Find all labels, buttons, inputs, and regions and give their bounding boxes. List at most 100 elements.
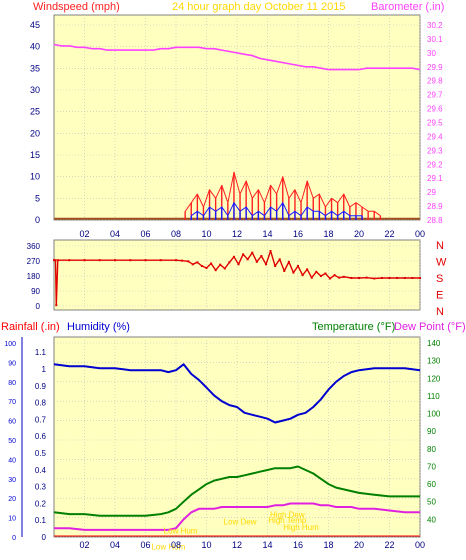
wind-direction-point [53,259,55,262]
baro-tick-29.7: 29.7 [427,91,443,100]
panel3-time-tick-18: 18 [323,540,333,550]
dir-tick-90: 90 [31,287,40,296]
wind-tick-0: 0 [35,215,40,225]
wind-direction-point [237,263,240,266]
wind-direction-point [396,277,399,279]
wind-direction-point [373,277,376,280]
wind-direction-point [338,276,341,279]
wind-tick-30: 30 [30,85,40,95]
baro-tick-29.6: 29.6 [427,105,443,114]
temp-tick-50: 50 [427,498,436,507]
wind-direction-point [274,265,277,267]
panel1-time-tick-10: 10 [201,229,211,239]
panel1-time-tick-22: 22 [384,229,394,239]
compass-label-3: E [436,290,443,302]
baro-tick-29.3: 29.3 [427,146,443,155]
rain-tick-0.1: 0.1 [35,516,47,525]
baro-tick-29.5: 29.5 [427,119,443,128]
wind-direction-point [196,261,199,264]
panel1-time-tick-08: 08 [171,229,181,239]
panel3-time-tick-20: 20 [354,540,364,550]
barometer-axis-title: Barometer (.in) [371,1,444,13]
temp-tick-100: 100 [427,410,441,419]
rainfall-axis-title: Rainfall (.in) [1,321,60,333]
wind-direction-point [242,253,245,256]
panel3-time-tick-10: 10 [201,540,211,550]
panel3-time-tick-14: 14 [262,540,272,550]
baro-tick-29.4: 29.4 [427,132,443,141]
wind-direction-point [159,259,162,262]
wind-direction-point [342,275,345,278]
wind-direction-point [403,277,406,279]
wind-direction-point [83,259,86,262]
wind-direction-point [181,259,184,262]
wind-direction-point [228,261,231,264]
wind-direction-point [411,277,414,279]
panel3-time-tick-02: 02 [79,540,89,550]
humidity-tick-100: 100 [4,341,16,348]
annotation-0: Low Hum [164,526,198,535]
wind-direction-point [214,269,217,272]
wind-direction-point [54,259,57,262]
windspeed-axis-title: Windspeed (mph) [33,1,120,13]
wind-direction-point [306,268,309,271]
baro-tick-29.2: 29.2 [427,160,443,169]
panel2-plot-area [53,239,421,311]
wind-direction-point [310,276,313,279]
dir-tick-270: 270 [27,257,41,266]
wind-tick-45: 45 [30,20,40,30]
humidity-tick-10: 10 [8,516,16,523]
wind-direction-point [388,277,391,279]
panel1-time-tick-20: 20 [354,229,364,239]
temperature-line [53,465,420,517]
wind-direction-point [292,271,295,274]
humidity-tick-60: 60 [8,419,16,426]
panel3-time-tick-08: 08 [171,540,181,550]
wind-direction-point [210,262,213,265]
baro-tick-29.1: 29.1 [427,174,443,183]
annotation-4: High Temp [268,516,307,525]
rain-tick-0.7: 0.7 [35,415,47,424]
wind-direction-point [329,277,332,280]
baro-tick-30.2: 30.2 [427,21,443,30]
windspeed-line [184,171,381,217]
wind-direction-point [350,277,353,279]
wind-tick-10: 10 [30,172,40,182]
rain-tick-1.1: 1.1 [35,348,47,357]
panel3-time-tick-16: 16 [293,540,303,550]
wind-direction-point [144,259,147,262]
wind-direction-point [365,276,368,279]
wind-direction-point [269,250,272,252]
dir-tick-0: 0 [36,302,41,311]
wind-direction-point [219,263,222,266]
panel1-time-tick-06: 06 [140,229,150,239]
humidity-line [53,363,421,424]
compass-label-1: W [436,257,447,269]
panel1-time-tick-14: 14 [262,229,272,239]
temp-tick-90: 90 [427,427,436,436]
dewpoint-axis-title: Dew Point (°F) [394,321,466,333]
humidity-tick-30: 30 [8,477,16,484]
humidity-axis-title: Humidity (%) [67,321,130,333]
rain-tick-0.2: 0.2 [35,499,47,508]
panel3-time-tick-04: 04 [110,540,120,550]
wind-direction-point [264,263,267,266]
annotation-2: Low Dew [224,518,257,527]
rain-tick-0.5: 0.5 [35,449,47,458]
wind-direction-point [205,267,208,269]
baro-tick-30.1: 30.1 [427,35,443,44]
wind-direction-point [223,267,226,270]
panel1-time-tick-00: 00 [415,229,425,239]
humidity-tick-50: 50 [8,438,16,445]
temp-tick-40: 40 [427,515,436,524]
wind-direction-point [68,259,71,262]
humidity-tick-80: 80 [8,380,16,387]
rain-tick-0.4: 0.4 [35,466,47,475]
wind-tick-20: 20 [30,128,40,138]
wind-direction-point [333,274,336,277]
wind-direction-point [56,259,59,262]
wind-direction-line [54,250,420,306]
compass-label-4: N [436,306,444,318]
